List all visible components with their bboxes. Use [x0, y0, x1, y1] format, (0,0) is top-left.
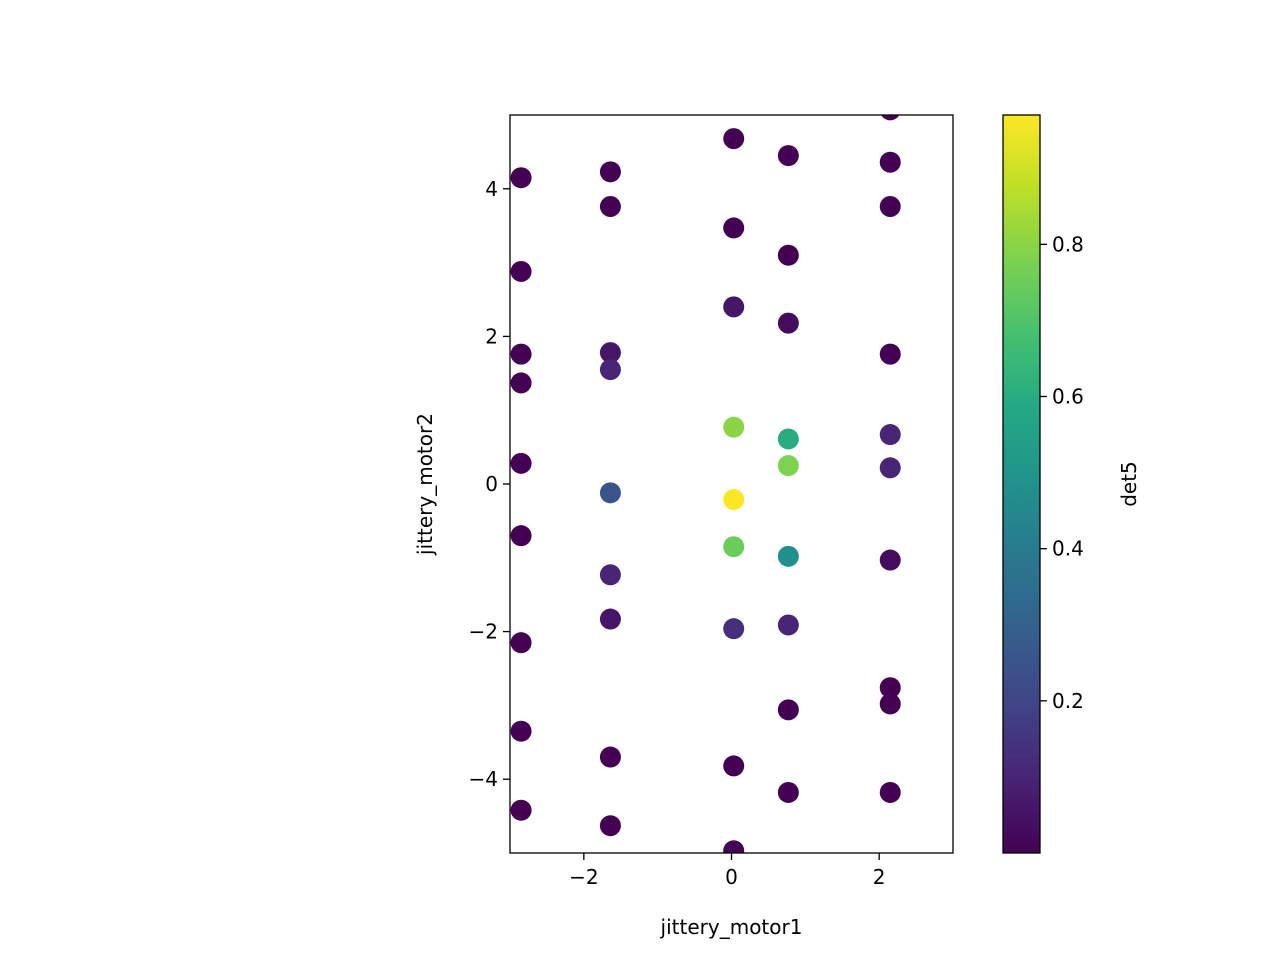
- scatter-point: [723, 416, 745, 438]
- scatter-point: [723, 755, 745, 777]
- colorbar-tick-label: 0.4: [1052, 537, 1084, 561]
- scatter-point: [723, 488, 745, 510]
- scatter-point: [777, 312, 799, 334]
- scatter-point: [510, 260, 532, 282]
- scatter-point: [510, 452, 532, 474]
- scatter-point: [510, 632, 532, 654]
- scatter-point: [510, 720, 532, 742]
- scatter-point: [879, 457, 901, 479]
- scatter-point: [510, 167, 532, 189]
- scatter-point: [599, 196, 621, 218]
- scatter-point: [599, 482, 621, 504]
- y-axis: −4 −2 0 2 4: [469, 177, 510, 791]
- scatter-point: [777, 145, 799, 167]
- y-axis-label: jittery_motor2: [413, 413, 437, 556]
- scatter-point: [510, 525, 532, 547]
- scatter-point: [510, 372, 532, 394]
- scatter-point: [723, 840, 745, 853]
- scatter-point: [879, 781, 901, 803]
- scatter-point: [777, 614, 799, 636]
- scatter-point: [879, 677, 901, 699]
- x-axis: −2 0 2: [569, 853, 886, 889]
- scatter-point: [599, 815, 621, 837]
- scatter-point: [723, 536, 745, 558]
- scatter-point: [879, 424, 901, 446]
- scatter-point: [777, 455, 799, 477]
- scatter-point: [879, 151, 901, 173]
- scatter-point: [777, 699, 799, 721]
- scatter-point: [879, 196, 901, 218]
- scatter-point: [777, 781, 799, 803]
- colorbar: 0.2 0.4 0.6 0.8 det5: [1002, 114, 1141, 854]
- scatter-point: [879, 549, 901, 571]
- y-tick-label: 4: [485, 177, 498, 201]
- scatter-point: [599, 359, 621, 381]
- colorbar-ticks: 0.2 0.4 0.6 0.8: [1040, 232, 1084, 713]
- scatter-point: [510, 799, 532, 821]
- points-layer: [510, 115, 901, 853]
- scatter-point: [723, 618, 745, 640]
- y-tick-label: −2: [469, 620, 498, 644]
- scatter-point: [879, 343, 901, 365]
- colorbar-gradient: [1002, 114, 1041, 854]
- colorbar-tick-label: 0.6: [1052, 385, 1084, 409]
- scatter-point: [599, 342, 621, 364]
- scatter-point: [599, 161, 621, 183]
- x-tick-label: 0: [725, 865, 738, 889]
- scatter-point: [723, 128, 745, 150]
- scatter-point: [777, 428, 799, 450]
- x-axis-label: jittery_motor1: [660, 915, 803, 939]
- scatter-point: [510, 343, 532, 365]
- y-tick-label: 2: [485, 324, 498, 348]
- scatter-point: [599, 608, 621, 630]
- scatter-point: [881, 115, 900, 121]
- y-tick-label: 0: [485, 472, 498, 496]
- colorbar-label: det5: [1117, 461, 1141, 507]
- x-tick-label: 2: [873, 865, 886, 889]
- scatter-point: [723, 296, 745, 318]
- scatter-point: [777, 244, 799, 266]
- scatter-point: [879, 693, 901, 715]
- scatter-point: [599, 746, 621, 768]
- x-tick-label: −2: [569, 865, 598, 889]
- scatter-point: [777, 545, 799, 567]
- scatter-point: [723, 217, 745, 239]
- y-tick-label: −4: [469, 767, 498, 791]
- scatter-point: [599, 564, 621, 586]
- colorbar-tick-label: 0.2: [1052, 689, 1084, 713]
- colorbar-tick-label: 0.8: [1052, 232, 1084, 256]
